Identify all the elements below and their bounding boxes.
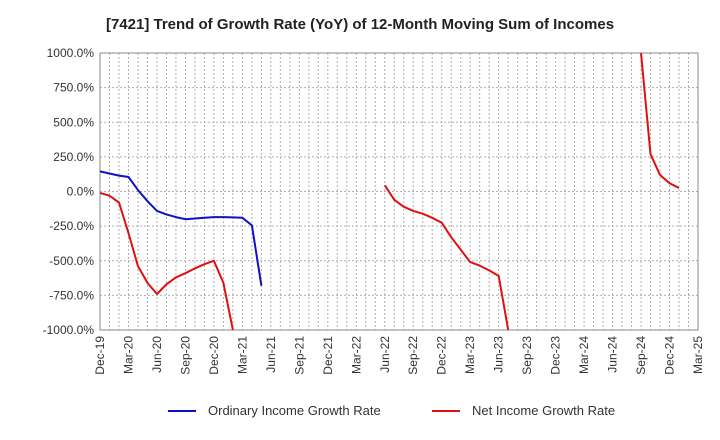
series-line-ordinary-income <box>100 170 263 286</box>
y-tick-label: 1000.0% <box>47 46 95 60</box>
x-tick-label: Dec-20 <box>207 336 221 375</box>
y-tick-label: 750.0% <box>53 81 94 95</box>
y-tick-label: 250.0% <box>53 150 94 164</box>
x-tick-label: Dec-19 <box>93 336 107 375</box>
x-tick-label: Mar-21 <box>235 336 249 374</box>
x-tick-label: Jun-21 <box>264 336 278 373</box>
y-tick-label: -500.0% <box>49 254 94 268</box>
x-tick-label: Dec-22 <box>435 336 449 375</box>
plot-border <box>99 52 699 331</box>
x-tick-label: Dec-23 <box>549 336 563 375</box>
x-tick-label: Jun-22 <box>378 336 392 373</box>
x-tick-label: Sep-21 <box>292 336 306 375</box>
plot-area <box>100 53 698 330</box>
x-tick-label: Mar-24 <box>577 336 591 374</box>
chart-title: [7421] Trend of Growth Rate (YoY) of 12-… <box>105 16 615 33</box>
x-tick-label: Jun-20 <box>150 336 164 373</box>
y-tick-label: -1000.0% <box>43 323 95 337</box>
y-tick-label: -250.0% <box>49 219 94 233</box>
x-tick-label: Sep-24 <box>634 336 648 375</box>
series-line-net-income <box>383 184 510 330</box>
series-line-net-income <box>100 191 234 330</box>
x-tick-label: Sep-20 <box>178 336 192 375</box>
legend-label: Net Income Growth Rate <box>472 403 615 418</box>
series-line-net-income <box>640 53 680 189</box>
x-tick-label: Dec-21 <box>321 336 335 375</box>
x-tick-label: Mar-23 <box>463 336 477 374</box>
x-tick-label: Sep-22 <box>406 336 420 375</box>
x-tick-label: Dec-24 <box>663 336 677 375</box>
legend-label: Ordinary Income Growth Rate <box>208 403 381 418</box>
y-tick-label: 0.0% <box>67 185 95 199</box>
x-tick-label: Mar-20 <box>121 336 135 374</box>
x-tick-label: Jun-23 <box>492 336 506 373</box>
x-tick-label: Sep-23 <box>520 336 534 375</box>
x-tick-label: Jun-24 <box>606 336 620 373</box>
x-tick-label: Mar-25 <box>691 336 705 374</box>
y-tick-label: 500.0% <box>53 115 94 129</box>
y-tick-label: -750.0% <box>49 288 94 302</box>
x-tick-label: Mar-22 <box>349 336 363 374</box>
